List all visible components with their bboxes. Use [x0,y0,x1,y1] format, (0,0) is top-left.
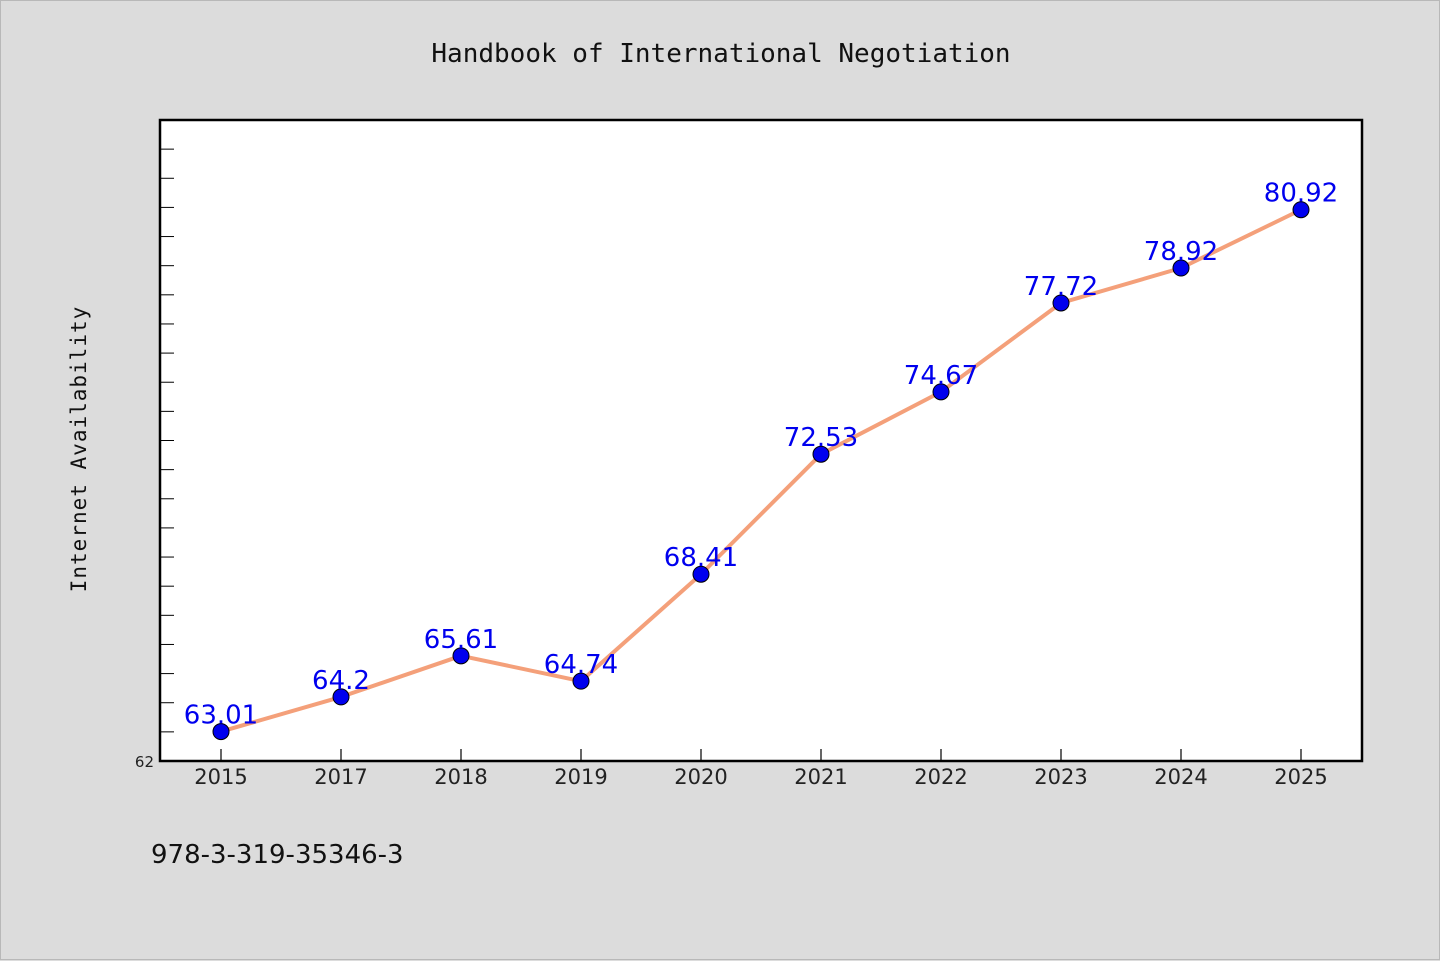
data-point-2021 [812,445,830,463]
x-axis-ticks [220,749,1302,761]
x-tick-label-2017: 2017 [314,765,367,789]
data-label-2019: 64.74 [544,650,618,680]
data-point-2022 [932,383,950,401]
data-labels: 63.01 64.2 65.61 64.74 68.41 72.53 74.67 77.72 7… [184,179,1338,731]
data-label-2021: 72.53 [784,423,858,453]
x-tick-label-2024: 2024 [1154,765,1207,789]
footer-text: 978-3-319-35346-3 [151,840,404,870]
x-axis-tick-labels: 2015 2017 2018 2019 2020 2021 2022 2023 2024 2025 [194,765,1327,789]
x-tick-label-2021: 2021 [794,765,847,789]
data-label-2020: 68.41 [664,543,738,573]
data-label-2023: 77.72 [1024,272,1098,302]
chart-title: Handbook of International Negotiation [431,39,1010,69]
x-tick-label-2022: 2022 [914,765,967,789]
data-label-2018: 65.61 [424,625,498,655]
y-axis-label: Internet Availability [67,306,91,593]
x-tick-label-2020: 2020 [674,765,727,789]
x-tick-label-2015: 2015 [194,765,247,789]
data-label-2017: 64.2 [312,666,370,696]
x-tick-label-2023: 2023 [1034,765,1087,789]
data-point-2015 [212,723,230,741]
y-axis-min-label: 62 [135,753,154,771]
data-label-2025: 80.92 [1264,179,1338,209]
data-label-2015: 63.01 [184,701,258,731]
series-markers [212,201,1310,741]
x-tick-label-2018: 2018 [434,765,487,789]
data-label-2022: 74.67 [904,361,978,391]
data-point-2017 [332,688,350,706]
data-point-2018 [452,647,470,665]
x-tick-label-2025: 2025 [1274,765,1327,789]
data-point-2024 [1172,259,1190,277]
y-axis-ticks [160,148,174,733]
data-point-2019 [572,672,590,690]
plot-area [158,118,1364,763]
data-point-2020 [692,565,710,583]
data-point-2023 [1052,294,1070,312]
x-tick-label-2019: 2019 [554,765,607,789]
data-point-2025 [1292,201,1310,219]
series-line [220,207,1302,734]
data-label-2024: 78.92 [1144,237,1218,267]
